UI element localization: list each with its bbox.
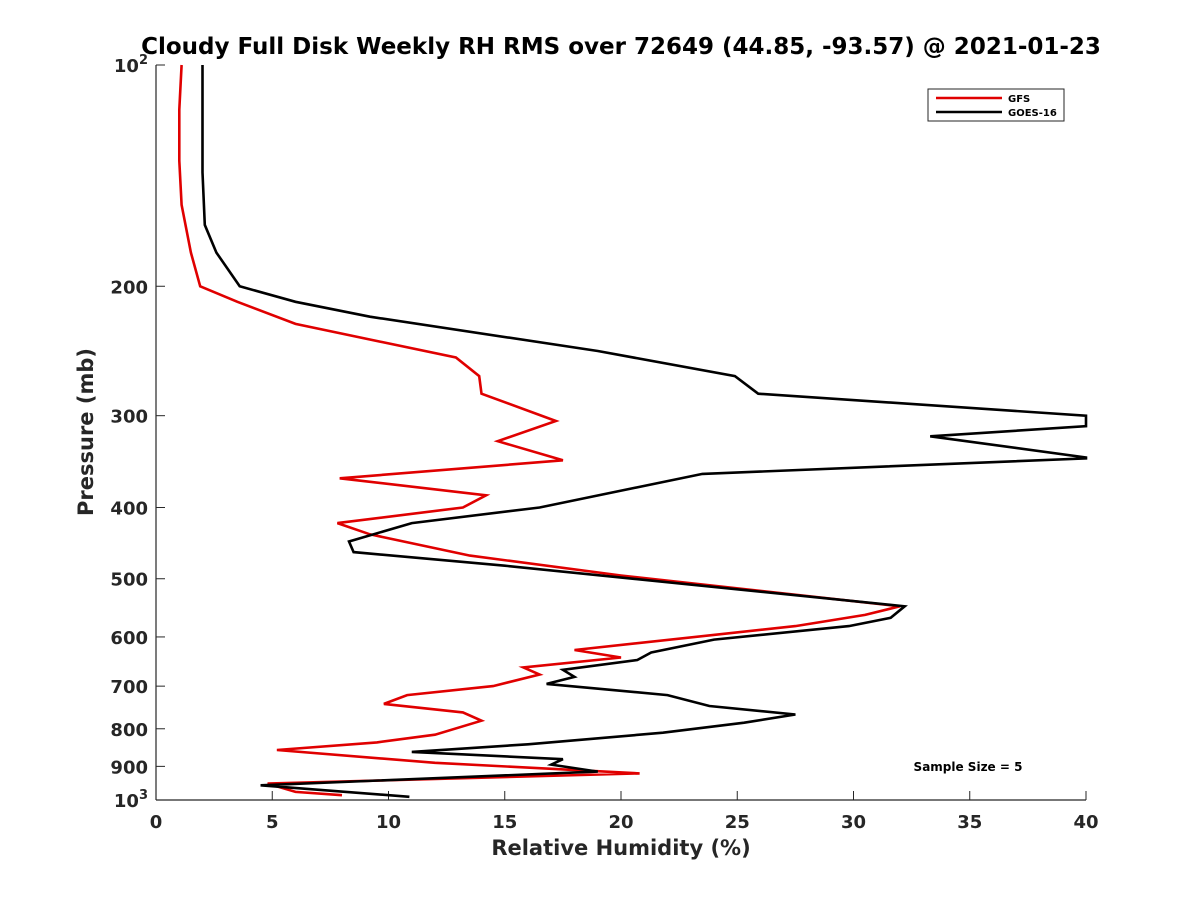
x-tick-label: 0 <box>150 812 163 833</box>
y-tick-label: 900 <box>110 757 148 778</box>
plot-lines <box>178 64 1088 799</box>
series-line-goes-16 <box>201 65 1088 799</box>
chart-title: Cloudy Full Disk Weekly RH RMS over 7264… <box>141 34 1101 60</box>
axes: 0 5 10 15 20 25 30 35 40 102 200 300 400 500 600 700 800… <box>110 53 1098 833</box>
legend-box <box>927 88 1065 122</box>
y-tick-label: 103 <box>114 788 148 812</box>
y-tick-label: 500 <box>110 570 148 591</box>
x-tick-label: 40 <box>1073 812 1098 833</box>
legend: GFS GOES-16 <box>927 88 1065 122</box>
sample-size-annotation: Sample Size = 5 <box>914 760 1023 774</box>
y-tick-label: 102 <box>114 53 148 77</box>
y-tick-label: 700 <box>110 677 148 698</box>
y-tick-label: 400 <box>110 499 148 520</box>
series-line-gfs <box>178 64 901 797</box>
legend-label-gfs: GFS <box>1008 94 1030 105</box>
x-axis-label: Relative Humidity (%) <box>491 836 750 860</box>
x-tick-label: 10 <box>376 812 401 833</box>
x-tick-label: 35 <box>957 812 982 833</box>
legend-label-goes-16: GOES-16 <box>1008 108 1057 119</box>
x-tick-label: 25 <box>725 812 750 833</box>
y-tick-label: 300 <box>110 407 148 428</box>
x-tick-label: 30 <box>841 812 866 833</box>
y-axis-label: Pressure (mb) <box>74 348 98 516</box>
x-tick-label: 15 <box>492 812 517 833</box>
x-tick-label: 20 <box>608 812 633 833</box>
y-tick-label: 800 <box>110 720 148 741</box>
y-tick-label: 600 <box>110 628 148 649</box>
y-tick-label: 200 <box>110 277 148 298</box>
x-tick-label: 5 <box>266 812 279 833</box>
